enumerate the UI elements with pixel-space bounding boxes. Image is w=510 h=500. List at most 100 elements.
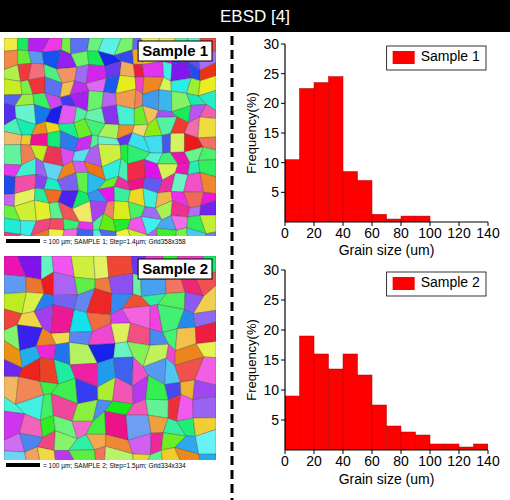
x-axis-title: Grain size (um) — [339, 471, 435, 487]
page: EBSD [4]Sample 1= 100 µm; SAMPLE 1; Step… — [0, 0, 510, 500]
x-tick-label: 140 — [476, 453, 500, 469]
y-tick — [281, 420, 285, 421]
y-axis-title: Frequency(%) — [244, 319, 259, 401]
grain — [88, 324, 115, 345]
y-tick-label: 30 — [263, 262, 279, 278]
x-tick-label: 120 — [447, 453, 471, 469]
grain — [170, 133, 184, 152]
grain — [17, 38, 28, 51]
grain — [71, 256, 95, 279]
y-tick-label: 15 — [263, 352, 279, 368]
y-tick-label: 10 — [263, 382, 279, 398]
grain — [4, 275, 26, 294]
bar — [358, 180, 373, 222]
scale-caption: = 100 µm; SAMPLE 1; Step=1.4µm; Grid358x… — [43, 238, 186, 246]
grain — [57, 173, 78, 191]
grain — [200, 172, 216, 193]
header-bar — [0, 0, 510, 32]
y-tick-label: 5 — [271, 412, 279, 428]
grain — [76, 173, 88, 194]
grain — [4, 79, 22, 95]
grain-map — [4, 256, 216, 470]
x-tick-label: 100 — [418, 453, 442, 469]
grain — [143, 188, 158, 208]
bar — [445, 444, 460, 450]
grain — [177, 394, 194, 421]
y-tick-label: 20 — [263, 95, 279, 111]
y-tick — [281, 133, 285, 134]
y-tick-label: 10 — [263, 155, 279, 171]
bar — [416, 435, 431, 450]
grain — [32, 122, 48, 135]
x-tick-label: 120 — [447, 225, 471, 241]
x-axis — [285, 449, 488, 450]
y-tick — [281, 44, 285, 45]
grain — [128, 433, 151, 455]
x-tick-label: 140 — [476, 225, 500, 241]
y-tick-label: 25 — [263, 292, 279, 308]
y-tick-label: 20 — [263, 322, 279, 338]
grain — [14, 200, 36, 221]
bar — [343, 354, 358, 450]
y-tick-label: 5 — [271, 184, 279, 200]
grain — [41, 272, 53, 295]
legend-label: Sample 1 — [421, 48, 480, 64]
y-tick — [281, 300, 285, 301]
x-tick-label: 60 — [364, 225, 380, 241]
grain — [15, 94, 34, 106]
grain — [193, 397, 216, 418]
grain — [21, 135, 32, 145]
x-tick-label: 0 — [281, 225, 289, 241]
grain — [4, 175, 15, 195]
x-tick-label: 60 — [364, 453, 380, 469]
map-label-box — [138, 259, 212, 279]
bar — [401, 432, 416, 450]
grain — [200, 200, 216, 215]
grain — [86, 78, 106, 92]
legend-label: Sample 2 — [421, 274, 480, 290]
grain — [15, 158, 36, 177]
grain — [114, 187, 130, 202]
legend: Sample 1 — [387, 46, 486, 70]
scale-bar — [6, 463, 40, 467]
x-tick-label: 80 — [393, 225, 409, 241]
grain — [196, 429, 217, 454]
grain — [158, 90, 171, 112]
y-tick — [281, 360, 285, 361]
y-tick — [281, 192, 285, 193]
grain — [28, 77, 45, 94]
grain — [4, 132, 22, 145]
legend-box — [387, 46, 486, 70]
grain — [193, 286, 216, 314]
y-axis-title: Frequency(%) — [244, 92, 259, 174]
grain — [117, 105, 135, 125]
bar — [372, 405, 387, 450]
legend-swatch — [393, 277, 415, 290]
grain — [198, 117, 216, 138]
grain — [187, 78, 201, 96]
bar — [300, 89, 315, 223]
grain — [127, 323, 150, 345]
bar — [343, 172, 358, 222]
x-tick-label: 40 — [335, 225, 351, 241]
bar — [372, 214, 387, 222]
y-tick — [281, 73, 285, 74]
grain — [188, 62, 201, 81]
grain — [4, 38, 18, 51]
grain — [120, 61, 135, 77]
bar — [314, 83, 329, 222]
grain — [198, 147, 216, 160]
grain — [113, 377, 134, 404]
grain — [71, 51, 89, 67]
bar — [401, 216, 416, 222]
x-tick-label: 20 — [306, 453, 322, 469]
bar — [300, 336, 315, 450]
grain — [4, 218, 21, 234]
bars — [285, 336, 488, 450]
bar — [314, 354, 329, 450]
bar — [474, 444, 489, 450]
grain — [175, 162, 190, 175]
y-tick-label: 15 — [263, 125, 279, 141]
map-label: Sample 1 — [142, 42, 208, 59]
grain — [144, 135, 163, 153]
